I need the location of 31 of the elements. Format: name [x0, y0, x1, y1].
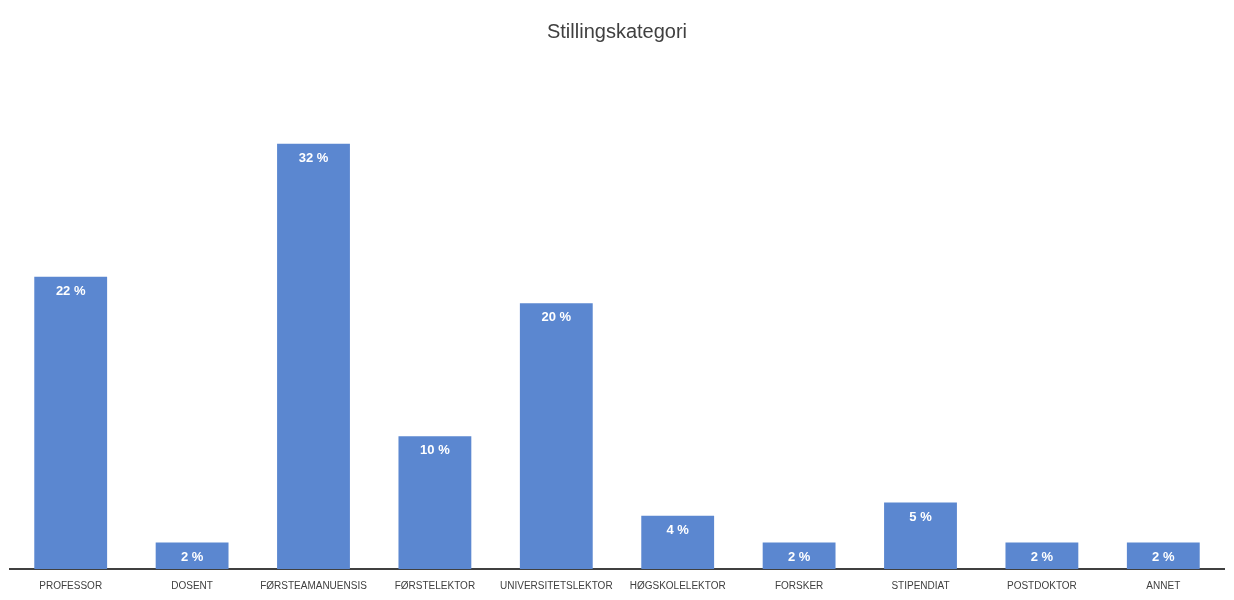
bar	[1126, 542, 1200, 569]
data-label: 4 %	[666, 521, 690, 537]
data-label: 22 %	[55, 282, 86, 298]
bar	[34, 276, 108, 569]
bar	[398, 436, 472, 569]
bar	[641, 515, 715, 569]
bar	[1005, 542, 1079, 569]
bar	[519, 303, 593, 569]
x-tick-label: UNIVERSITETSLEKTOR	[499, 579, 613, 591]
data-label: 2 %	[787, 548, 811, 564]
bar	[155, 542, 229, 569]
x-tick-label: PROFESSOR	[39, 579, 103, 591]
bar	[884, 502, 957, 569]
x-tick-label: POSTDOKTOR	[1006, 579, 1077, 591]
x-tick-label: FØRSTEAMANUENSIS	[260, 579, 368, 591]
bar	[762, 542, 836, 569]
bar	[277, 143, 350, 569]
x-tick-label: FØRSTELEKTOR	[394, 579, 476, 591]
chart-title: Stillingskategori	[546, 19, 688, 42]
data-label: 20 %	[541, 309, 572, 325]
x-tick-label: FORSKER	[774, 579, 824, 591]
data-label: 5 %	[909, 508, 933, 524]
x-tick-label: HØGSKOLELEKTOR	[629, 579, 726, 591]
x-tick-label: ANNET	[1146, 579, 1181, 591]
data-label: 2 %	[1030, 548, 1054, 564]
data-label: 2 %	[1152, 548, 1175, 564]
data-label: 10 %	[420, 442, 451, 458]
data-label: 32 %	[298, 149, 329, 165]
x-tick-label: STIPENDIAT	[891, 579, 950, 591]
data-label: 2 %	[180, 548, 204, 564]
x-tick-label: DOSENT	[171, 579, 213, 591]
